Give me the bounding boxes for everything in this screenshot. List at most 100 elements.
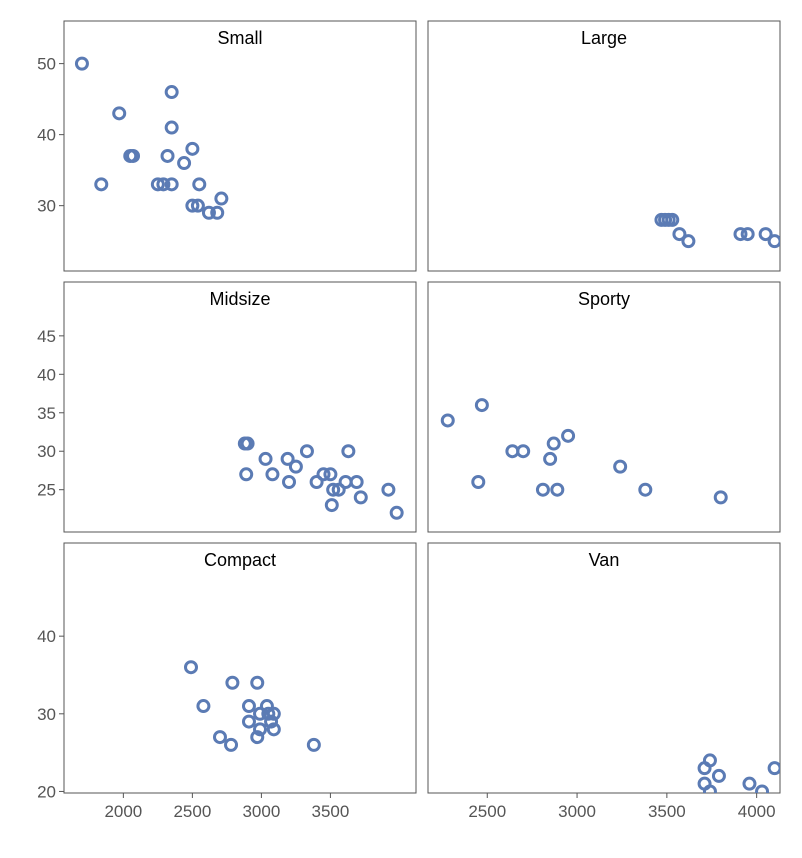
data-point <box>266 722 281 737</box>
data-point <box>253 722 268 737</box>
data-point <box>338 475 353 489</box>
data-point <box>323 467 338 482</box>
data-point <box>156 177 171 192</box>
points-sporty <box>440 398 728 505</box>
data-point <box>280 451 295 466</box>
y-tick-label: 30 <box>37 442 56 461</box>
data-point <box>241 699 256 714</box>
data-point <box>74 56 89 71</box>
data-point <box>160 148 175 163</box>
data-point <box>672 227 687 242</box>
data-point <box>474 398 489 413</box>
y-tick-label: 35 <box>37 404 56 423</box>
data-point <box>561 428 576 443</box>
data-point <box>299 444 314 459</box>
data-point <box>183 660 198 675</box>
panel-compact: Compact 20 30 40 2000 2500 3000 3500 <box>37 542 417 821</box>
data-point <box>225 675 240 690</box>
data-point <box>702 784 717 793</box>
points-compact <box>183 660 321 752</box>
data-point <box>265 467 280 482</box>
data-point <box>767 761 780 776</box>
points-small <box>74 56 229 220</box>
data-point <box>126 148 141 163</box>
data-point <box>239 467 254 482</box>
y-tick-label: 50 <box>37 55 56 74</box>
data-point <box>258 451 273 466</box>
y-tick-label: 40 <box>37 365 56 384</box>
data-point <box>316 467 331 482</box>
y-tick-label: 40 <box>37 627 56 646</box>
y-tick-label: 20 <box>37 782 56 801</box>
data-point <box>324 498 339 513</box>
panel-sporty: Sporty <box>427 281 781 533</box>
data-point <box>381 482 396 497</box>
data-point <box>150 177 165 192</box>
data-point <box>177 156 192 171</box>
data-point <box>702 753 717 768</box>
data-point <box>331 482 346 497</box>
data-point <box>214 191 229 206</box>
data-point <box>250 675 265 690</box>
data-point <box>353 490 368 505</box>
y-tick-label: 45 <box>37 327 56 346</box>
points-large <box>654 212 780 249</box>
data-point <box>471 475 486 489</box>
panel-small: Small 30 40 50 <box>37 20 417 272</box>
panel-frame <box>427 281 781 533</box>
y-tick-label: 30 <box>37 197 56 216</box>
x-tick-label: 2500 <box>173 802 211 821</box>
data-point <box>516 444 531 459</box>
data-point <box>389 505 404 520</box>
data-point <box>740 227 755 242</box>
data-point <box>613 459 628 474</box>
x-tick-label: 3500 <box>312 802 350 821</box>
data-point <box>713 490 728 505</box>
panel-frame <box>63 542 417 794</box>
data-point <box>240 436 255 451</box>
data-point <box>210 205 225 220</box>
x-tick-label: 3000 <box>558 802 596 821</box>
panel-title: Sporty <box>578 289 630 309</box>
panel-frame <box>63 281 417 533</box>
data-point <box>190 198 205 213</box>
data-point <box>196 699 211 714</box>
panel-title: Large <box>581 28 627 48</box>
data-point <box>546 436 561 451</box>
data-point <box>266 706 281 721</box>
data-point <box>755 784 770 793</box>
data-point <box>94 177 109 192</box>
data-point <box>306 737 321 752</box>
data-point <box>212 730 227 745</box>
data-point <box>164 85 179 100</box>
x-tick-label: 4000 <box>738 802 776 821</box>
data-point <box>253 706 268 721</box>
panel-frame <box>427 542 781 794</box>
panel-frame <box>63 20 417 272</box>
data-point <box>638 482 653 497</box>
data-point <box>259 699 274 714</box>
data-point <box>224 737 239 752</box>
data-point <box>241 714 256 729</box>
data-point <box>440 413 455 428</box>
data-point <box>288 459 303 474</box>
data-point <box>309 475 324 489</box>
data-point <box>112 106 127 121</box>
data-point <box>711 768 726 783</box>
data-point <box>164 120 179 135</box>
data-point <box>767 234 780 249</box>
data-point <box>742 776 757 791</box>
data-point <box>261 706 276 721</box>
y-tick-label: 25 <box>37 481 56 500</box>
panel-title: Small <box>217 28 262 48</box>
x-tick-label: 2000 <box>104 802 142 821</box>
panel-van: Van 2500 3000 3500 4000 <box>427 542 781 821</box>
data-point <box>185 198 200 213</box>
data-point <box>341 444 356 459</box>
data-point <box>326 482 341 497</box>
data-point <box>201 205 216 220</box>
x-tick-label: 3000 <box>242 802 280 821</box>
data-point <box>535 482 550 497</box>
panel-large: Large <box>427 20 781 272</box>
data-point <box>733 227 748 242</box>
